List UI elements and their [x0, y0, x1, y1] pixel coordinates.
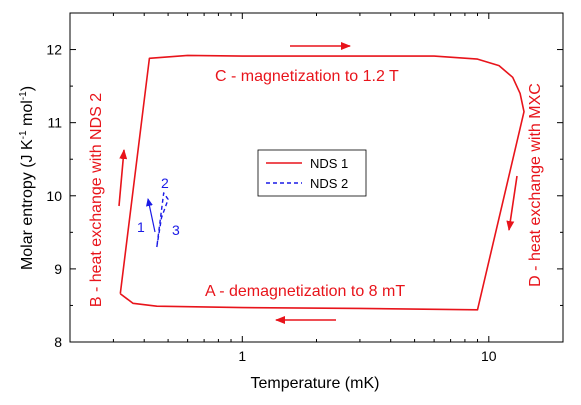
series-line-nds1: [119, 54, 525, 311]
annotation-magnetization: C - magnetization to 1.2 T: [215, 68, 399, 85]
y-tick-label: 9: [54, 261, 62, 277]
arrow-heat-exchange-nds2-up: [118, 149, 128, 207]
series-line-nds2: [156, 192, 169, 248]
y-axis-title: Molar entropy (J K-1 mol-1): [18, 86, 36, 270]
y-tick-label: 10: [46, 188, 62, 204]
legend: NDS 1 NDS 2: [257, 149, 367, 197]
x-axis-title: Temperature (mK): [251, 375, 380, 392]
legend-label-nds2: NDS 2: [310, 176, 348, 191]
arrow-nds2-step1-up: [146, 198, 156, 233]
annotation-demagnetization: A - demagnetization to 8 mT: [205, 283, 405, 300]
annotation-step-3: 3: [172, 222, 180, 238]
annotation-step-1: 1: [137, 219, 145, 235]
annotation-heat-exchange-mxc: D - heat exchange with MXC: [527, 83, 544, 287]
y-tick-label: 8: [54, 334, 62, 350]
annotation-heat-exchange-nds2: B - heat exchange with NDS 2: [88, 93, 105, 307]
y-tick-label: 11: [47, 115, 62, 131]
x-tick-label: 10: [481, 348, 497, 364]
arrow-heat-exchange-mxc-down: [506, 175, 518, 231]
legend-label-nds1: NDS 1: [310, 156, 348, 171]
legend-box: [257, 149, 367, 197]
x-axis-ticks: 1 10: [69, 13, 564, 364]
annotation-step-2: 2: [161, 175, 169, 191]
y-tick-label: 12: [46, 42, 62, 58]
x-tick-label: 1: [238, 348, 246, 364]
